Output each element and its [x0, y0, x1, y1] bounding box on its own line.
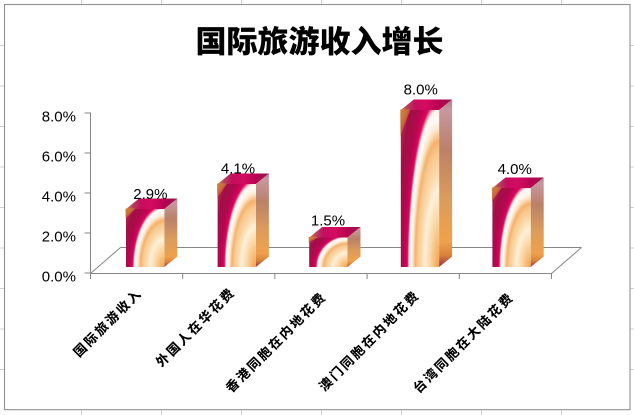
svg-text:2.0%: 2.0%	[42, 228, 76, 245]
svg-text:0.0%: 0.0%	[42, 268, 76, 285]
svg-text:4.0%: 4.0%	[498, 161, 532, 178]
svg-text:6.0%: 6.0%	[42, 148, 76, 165]
svg-text:4.1%: 4.1%	[221, 161, 255, 178]
svg-text:1.5%: 1.5%	[311, 212, 345, 229]
svg-text:2.9%: 2.9%	[133, 186, 167, 203]
svg-text:8.0%: 8.0%	[42, 108, 76, 125]
svg-text:8.0%: 8.0%	[404, 82, 438, 99]
svg-text:4.0%: 4.0%	[42, 188, 76, 205]
